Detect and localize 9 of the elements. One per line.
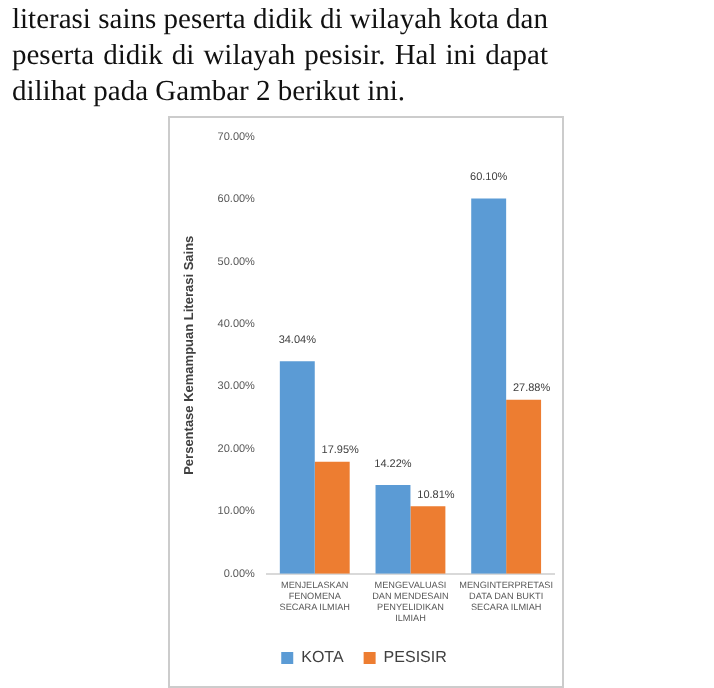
bar (506, 399, 542, 574)
legend-label: PESISIR (383, 648, 448, 667)
bar (471, 198, 507, 574)
bar (314, 461, 350, 574)
legend-label: KOTA (301, 648, 345, 667)
bar (410, 506, 446, 574)
text: literasi sains peserta didik di wilayah kota dan peserta didik di wilayah pesisir. Hal ini dapat dilihat pada Gambar 2 berikut ini. (12, 2, 548, 110)
bar (375, 485, 411, 574)
bar (279, 361, 315, 574)
